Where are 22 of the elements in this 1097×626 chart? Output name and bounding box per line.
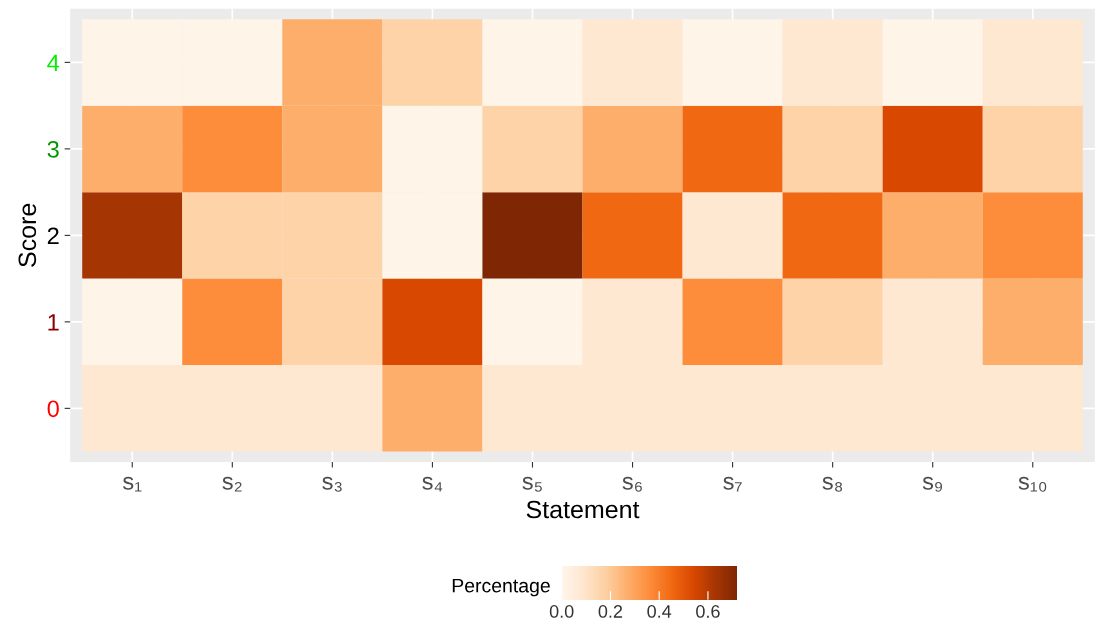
y-tick-label: 2 bbox=[47, 227, 59, 244]
color-bar-label: 0.6 bbox=[696, 605, 720, 618]
x-tick-label: s₆ bbox=[622, 476, 642, 492]
color-bar-label: 0.0 bbox=[549, 605, 574, 618]
x-axis-title: Statement bbox=[526, 500, 640, 519]
color-bar-label: 0.2 bbox=[598, 605, 623, 618]
x-tick-label: s₇ bbox=[723, 476, 742, 492]
x-tick-label: s₈ bbox=[822, 476, 843, 492]
x-tick-label: s₁₀ bbox=[1018, 476, 1047, 492]
y-tick-label: 4 bbox=[47, 54, 60, 71]
x-tick-label: s₁ bbox=[123, 476, 142, 492]
y-tick-label: 3 bbox=[47, 140, 59, 158]
y-tick-label: 0 bbox=[47, 400, 59, 418]
x-tick-label: s₄ bbox=[422, 476, 443, 492]
x-tick-label: s₃ bbox=[322, 476, 342, 492]
x-tick-label: s₉ bbox=[922, 476, 943, 492]
color-bar-title: Percentage bbox=[452, 578, 550, 597]
y-axis-title: Score bbox=[18, 203, 37, 267]
color-bar-label: 0.4 bbox=[647, 605, 672, 618]
x-tick-label: s₅ bbox=[522, 476, 542, 492]
x-tick-label: s₂ bbox=[222, 476, 242, 492]
y-tick-label: 1 bbox=[48, 314, 59, 331]
